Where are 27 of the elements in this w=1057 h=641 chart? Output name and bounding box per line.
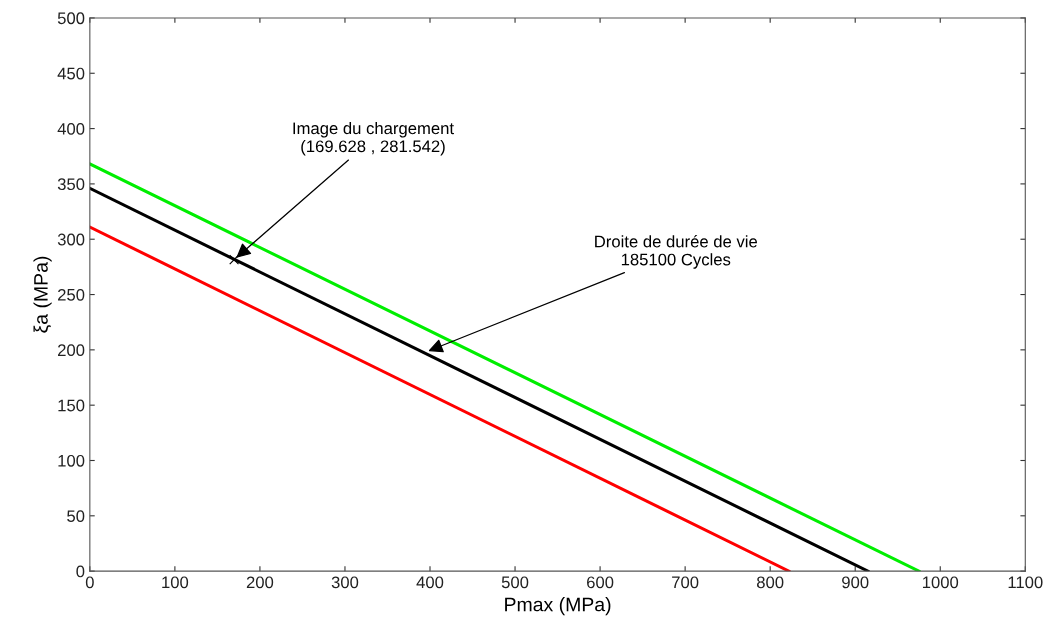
y-tick-label: 500	[57, 12, 85, 25]
y-tick-label: 400	[57, 122, 85, 135]
x-tick-label: 900	[842, 576, 869, 589]
y-tick-label: 200	[58, 344, 85, 357]
x-tick-label: 100	[162, 576, 189, 589]
x-tick-label: 1000	[922, 576, 959, 589]
x-tick-label: 700	[672, 576, 699, 589]
y-axis-title: ξa (MPa)	[33, 256, 52, 333]
x-tick-label: 0	[85, 576, 94, 589]
y-tick-label: 50	[67, 510, 85, 523]
y-tick-label: 0	[76, 565, 85, 578]
x-tick-label: 800	[756, 576, 784, 589]
x-tick-label: 600	[587, 576, 614, 589]
annotation: Droite de durée de vie 185100 Cycles	[595, 235, 758, 269]
y-tick-label: 350	[57, 178, 85, 191]
x-tick-label: 1100	[1008, 576, 1043, 589]
y-tick-label: 100	[58, 454, 85, 467]
x-tick-label: 300	[331, 576, 359, 589]
y-tick-label: 150	[58, 399, 85, 412]
y-tick-label: 450	[57, 67, 85, 80]
y-tick-label: 300	[57, 233, 85, 246]
annotation: Image du chargement (169.628 , 281.542)	[293, 121, 454, 156]
x-tick-label: 500	[501, 576, 529, 589]
x-axis-title: Pmax (MPa)	[505, 597, 611, 616]
x-tick-label: 400	[416, 576, 444, 589]
x-tick-label: 200	[246, 576, 274, 589]
y-tick-label: 250	[58, 288, 85, 301]
